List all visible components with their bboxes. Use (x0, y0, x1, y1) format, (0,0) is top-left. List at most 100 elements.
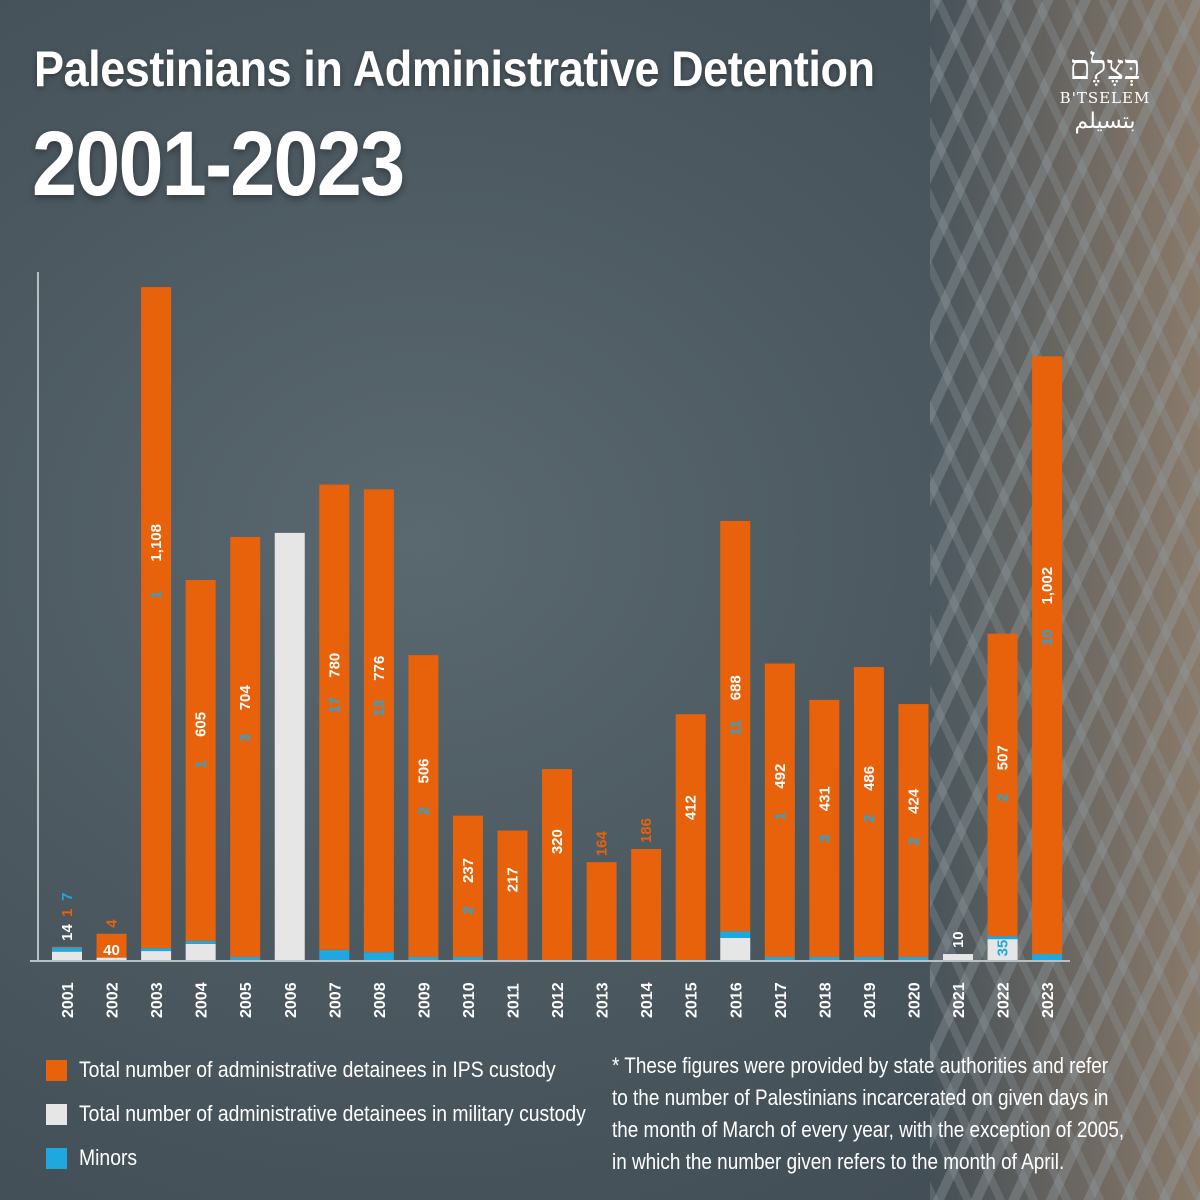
value-label-minors-2018: 3 (816, 835, 833, 843)
bar-military-2002 (96, 957, 127, 960)
legend-label-military: Total number of administrative detainees… (79, 1101, 586, 1126)
x-tick-label-2018: 2018 (817, 982, 834, 1018)
x-tick-label-2001: 2001 (60, 982, 77, 1018)
value-label-ips-2011: 217 (505, 867, 522, 892)
value-label-minors-2019: 2 (861, 814, 878, 822)
x-tick-label-2011: 2011 (506, 983, 523, 1018)
legend-label-minors: Minors (79, 1145, 138, 1170)
x-tick-label-2006: 2006 (283, 982, 300, 1018)
x-tick-label-2023: 2023 (1040, 982, 1057, 1018)
bar-minors-2018 (809, 957, 840, 960)
value-label-ips-2022: 507 (995, 745, 1012, 770)
bar-ips-2017 (764, 663, 795, 957)
footnote-line: the month of March of every year, with t… (612, 1117, 1125, 1142)
bar-ips-2022 (987, 633, 1018, 937)
bar-minors-2016 (720, 931, 751, 938)
value-label-minors-2003: 1 (148, 591, 165, 599)
value-label-ips-2004: 605 (193, 712, 210, 737)
value-label-minors-2001: 7 (59, 893, 76, 901)
bar-minors-2007 (319, 949, 350, 960)
bar-minors-2004 (185, 940, 216, 944)
bar-ips-2020 (898, 704, 929, 957)
bar-ips-2004 (185, 579, 216, 941)
value-label-ips-2002: 40 (103, 942, 120, 959)
legend-item-minors: Minors (46, 1136, 655, 1180)
footnote: * These figures were provided by state a… (612, 1050, 1192, 1178)
value-label-military-2001: 14 (59, 924, 76, 941)
x-tick-label-2008: 2008 (372, 982, 389, 1018)
value-label-ips-2016: 688 (727, 675, 744, 700)
value-label-minors-2020: 2 (905, 837, 922, 845)
legend-item-military: Total number of administrative detainees… (46, 1092, 655, 1136)
value-label-military-2022: 35 (995, 940, 1012, 957)
logo-hebrew-text: בְּצֶלֶם (1069, 48, 1141, 88)
value-label-ips-2008: 776 (371, 656, 388, 681)
x-tick-label-2017: 2017 (773, 982, 790, 1018)
bar-military-2003 (141, 951, 172, 960)
value-label-minors-2009: 2 (415, 807, 432, 815)
footnote-line: to the number of Palestinians incarcerat… (612, 1085, 1109, 1110)
bar-minors-2001 (52, 947, 82, 952)
bar-military-2006 (274, 532, 305, 960)
x-tick-label-2015: 2015 (684, 982, 701, 1018)
legend-swatch-minors (46, 1147, 67, 1169)
logo-arabic-text: بتسيلم (1074, 109, 1136, 134)
value-label-minors-2005: 3 (237, 734, 254, 742)
legend-swatch-military (46, 1103, 67, 1125)
x-tick-label-2004: 2004 (194, 982, 211, 1018)
bar-military-2001 (52, 951, 82, 960)
value-label-ips-2009: 506 (415, 758, 432, 783)
bar-minors-2003 (141, 948, 172, 952)
x-tick-label-2009: 2009 (416, 982, 433, 1018)
bar-ips-2002 (96, 933, 127, 958)
legend-item-ips: Total number of administrative detainees… (46, 1048, 655, 1092)
bar-ips-2001 (52, 946, 82, 948)
value-label-ips-2001: 1 (59, 909, 76, 917)
bar-minors-2022 (987, 936, 1018, 940)
bar-ips-2015 (675, 714, 706, 960)
x-tick-label-2016: 2016 (728, 982, 745, 1018)
fence-photo-backdrop (930, 0, 1200, 1200)
legend-swatch-ips (46, 1059, 67, 1081)
bar-ips-2003 (141, 287, 172, 949)
value-label-ips-2017: 492 (772, 764, 789, 789)
x-tick-label-2021: 2021 (951, 982, 968, 1018)
value-label-ips-2014: 186 (638, 818, 655, 843)
value-label-minors-2010: 2 (460, 906, 477, 914)
value-label-minors-2022: 2 (995, 794, 1012, 802)
value-label-ips-2019: 486 (861, 766, 878, 791)
logo-latin-text: B'TSELEM (1059, 89, 1151, 107)
legend-label-ips: Total number of administrative detainees… (79, 1057, 556, 1082)
x-tick-label-2010: 2010 (461, 982, 478, 1018)
bar-minors-2005 (230, 957, 261, 960)
bar-military-2016 (720, 937, 751, 960)
bar-minors-2023 (1032, 954, 1063, 960)
footnote-line: in which the number given refers to the … (612, 1149, 1065, 1174)
bar-ips-2012 (542, 769, 573, 960)
value-label-ips-2007: 780 (326, 653, 343, 678)
value-label-military-2002: 4 (104, 919, 121, 928)
value-label-minors-2007: 17 (326, 697, 343, 714)
bar-chart: 20011417200244020031,1081200460512005704… (30, 272, 1070, 1018)
value-label-ips-2003: 1,108 (148, 524, 165, 562)
value-label-ips-2010: 237 (460, 858, 477, 883)
bar-minors-2017 (764, 957, 795, 960)
x-tick-label-2022: 2022 (996, 982, 1013, 1018)
bar-ips-2011 (497, 830, 528, 960)
value-label-ips-2005: 704 (237, 685, 254, 711)
bar-military-2021 (943, 954, 973, 960)
value-label-minors-2008: 13 (371, 700, 388, 717)
value-label-ips-2015: 412 (683, 795, 700, 820)
value-label-ips-2018: 431 (816, 786, 833, 811)
footnote-line: * These figures were provided by state a… (612, 1053, 1109, 1078)
chart-title: Palestinians in Administrative Detention (34, 41, 875, 97)
x-tick-label-2019: 2019 (862, 982, 879, 1018)
value-label-minors-2017: 1 (772, 812, 789, 820)
value-label-minors-2023: 10 (1039, 629, 1056, 646)
bar-minors-2010 (452, 957, 483, 960)
x-tick-label-2012: 2012 (550, 982, 567, 1018)
legend: Total number of administrative detainees… (46, 1048, 655, 1180)
bar-ips-2023 (1032, 356, 1063, 955)
x-tick-label-2002: 2002 (105, 982, 122, 1018)
bar-ips-2014 (631, 849, 662, 960)
